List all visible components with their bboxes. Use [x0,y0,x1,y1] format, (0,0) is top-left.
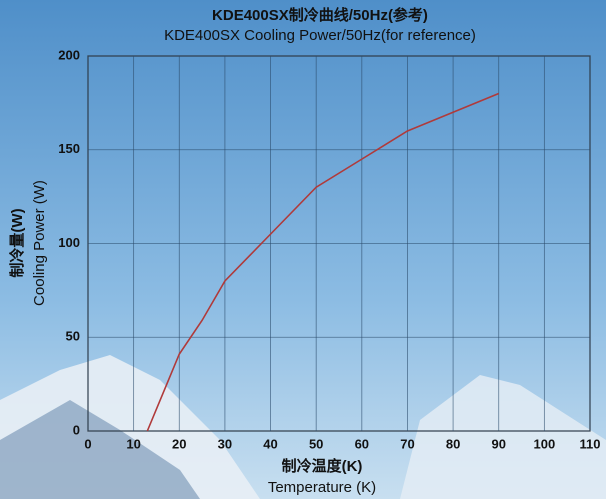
y-tick-label: 100 [58,235,80,250]
y-tick-label: 0 [73,422,80,437]
x-tick-label: 20 [172,436,186,451]
x-axis-label-en: Temperature (K) [268,479,376,496]
x-tick-label: 0 [84,436,91,451]
x-tick-label: 30 [218,436,232,451]
chart: KDE400SX制冷曲线/50Hz(参考) KDE400SX Cooling P… [0,0,606,499]
y-axis-label-en: Cooling Power (W) [31,180,48,306]
y-tick-label: 150 [58,141,80,156]
x-tick-label: 10 [126,436,140,451]
x-tick-label: 90 [491,436,505,451]
x-tick-label: 100 [534,436,556,451]
y-tick-label: 50 [66,329,80,344]
chart-title: KDE400SX制冷曲线/50Hz(参考) [212,6,428,24]
x-tick-label: 40 [263,436,277,451]
chart-subtitle: KDE400SX Cooling Power/50Hz(for referenc… [164,27,476,44]
y-axis-label: 制冷量(W) [8,208,26,277]
x-tick-label: 50 [309,436,323,451]
x-tick-label: 80 [446,436,460,451]
x-tick-label: 70 [400,436,414,451]
y-tick-label: 200 [58,47,80,62]
x-tick-label: 60 [355,436,369,451]
x-axis-label: 制冷温度(K) [282,457,363,475]
x-tick-label: 110 [580,436,601,451]
